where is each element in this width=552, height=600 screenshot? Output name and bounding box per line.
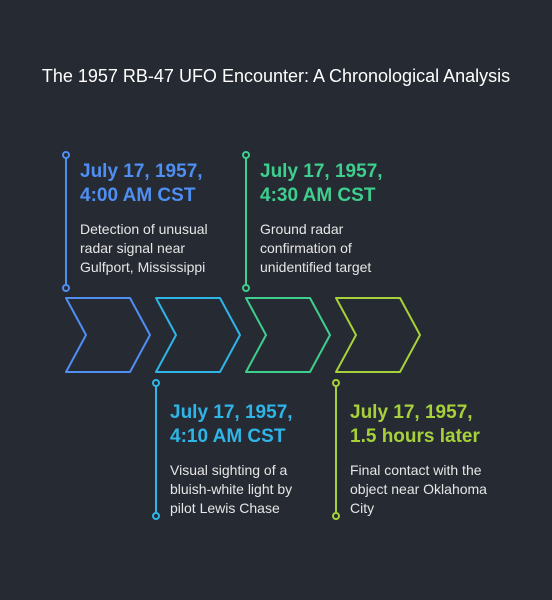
connector-dot-1-1 <box>62 151 70 159</box>
event-description: Detection of unusual radar signal near G… <box>80 221 208 275</box>
connector-dot-1-2 <box>62 284 70 292</box>
event-date: July 17, 1957, 1.5 hours later <box>350 402 480 447</box>
connector-dot-2-1 <box>152 379 160 387</box>
timeline-chevron-2 <box>155 297 241 373</box>
timeline-event-4: July 17, 1957, 1.5 hours later Final con… <box>350 401 500 518</box>
timeline-chevrons <box>65 297 421 373</box>
connector-dot-3-2 <box>242 284 250 292</box>
timeline-chevron-1 <box>65 297 151 373</box>
connector-dot-4-2 <box>332 512 340 520</box>
timeline-chevron-3 <box>245 297 331 373</box>
timeline-event-2: July 17, 1957, 4:10 AM CST Visual sighti… <box>170 401 320 518</box>
timeline-event-1: July 17, 1957, 4:00 AM CST Detection of … <box>80 160 230 277</box>
diagram-title: The 1957 RB-47 UFO Encounter: A Chronolo… <box>41 66 511 86</box>
event-date: July 17, 1957, 4:10 AM CST <box>170 402 293 447</box>
connector-dot-4-1 <box>332 379 340 387</box>
event-description: Visual sighting of a bluish-white light … <box>170 462 293 516</box>
event-description: Final contact with the object near Oklah… <box>350 462 487 516</box>
event-description: Ground radar confirmation of unidentifie… <box>260 221 372 275</box>
connector-dot-3-1 <box>242 151 250 159</box>
timeline-connectors <box>62 151 340 520</box>
timeline-event-3: July 17, 1957, 4:30 AM CST Ground radar … <box>260 160 410 277</box>
event-date: July 17, 1957, 4:30 AM CST <box>260 161 383 206</box>
connector-dot-2-2 <box>152 512 160 520</box>
timeline-chevron-4 <box>335 297 421 373</box>
event-date: July 17, 1957, 4:00 AM CST <box>80 161 203 206</box>
